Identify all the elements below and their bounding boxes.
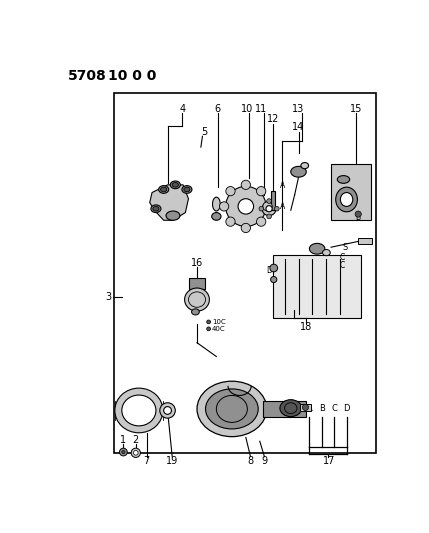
Ellipse shape — [262, 202, 276, 216]
Bar — [300, 403, 311, 411]
Circle shape — [133, 450, 138, 455]
Ellipse shape — [153, 206, 159, 211]
Circle shape — [257, 187, 266, 196]
Ellipse shape — [238, 199, 254, 214]
Text: D: D — [266, 266, 272, 275]
Text: 6: 6 — [215, 103, 221, 114]
Text: A: A — [281, 181, 286, 190]
Bar — [273, 255, 360, 318]
Bar — [331, 164, 372, 220]
Text: 3: 3 — [105, 292, 111, 302]
Text: 7: 7 — [143, 456, 150, 465]
Text: 15: 15 — [350, 103, 362, 114]
Text: C: C — [340, 261, 345, 270]
Text: B: B — [356, 213, 361, 222]
Text: C: C — [331, 405, 337, 414]
Bar — [263, 401, 305, 417]
Text: A: A — [281, 202, 286, 211]
Text: 12: 12 — [267, 115, 279, 124]
Bar — [271, 191, 275, 210]
Text: 5708: 5708 — [68, 69, 106, 83]
Ellipse shape — [170, 181, 180, 189]
Circle shape — [355, 211, 361, 217]
Ellipse shape — [166, 211, 180, 220]
Ellipse shape — [184, 187, 190, 192]
Text: 14: 14 — [293, 122, 305, 132]
Text: 1: 1 — [120, 435, 127, 445]
Text: 9: 9 — [261, 456, 268, 465]
Text: 2: 2 — [133, 435, 139, 445]
Text: D: D — [343, 405, 350, 414]
Text: 16: 16 — [191, 257, 203, 268]
Ellipse shape — [122, 395, 156, 426]
Ellipse shape — [301, 163, 308, 168]
Text: 40C: 40C — [212, 326, 225, 332]
Circle shape — [120, 448, 127, 456]
Text: B: B — [319, 405, 325, 414]
Text: A: A — [306, 405, 312, 414]
Circle shape — [122, 450, 125, 454]
Ellipse shape — [184, 288, 209, 311]
Text: 17: 17 — [323, 456, 336, 465]
Ellipse shape — [336, 187, 357, 212]
Ellipse shape — [291, 166, 306, 177]
Circle shape — [271, 277, 277, 282]
Text: 4: 4 — [179, 103, 185, 114]
Text: C: C — [340, 254, 345, 262]
Ellipse shape — [337, 175, 350, 183]
Circle shape — [259, 206, 264, 211]
Circle shape — [275, 206, 279, 211]
Ellipse shape — [340, 192, 353, 206]
Ellipse shape — [309, 244, 325, 254]
Ellipse shape — [160, 187, 167, 192]
Text: 10C: 10C — [212, 319, 226, 325]
Circle shape — [267, 214, 272, 219]
Text: 13: 13 — [293, 103, 305, 114]
Circle shape — [241, 223, 251, 232]
Text: 8: 8 — [248, 456, 254, 465]
Ellipse shape — [323, 249, 330, 256]
Ellipse shape — [197, 381, 267, 437]
Ellipse shape — [159, 185, 169, 193]
Circle shape — [160, 403, 175, 418]
Ellipse shape — [266, 206, 272, 212]
Polygon shape — [150, 185, 188, 220]
Ellipse shape — [172, 182, 178, 187]
Circle shape — [226, 187, 235, 196]
Text: 19: 19 — [166, 456, 178, 465]
Ellipse shape — [151, 205, 161, 213]
Circle shape — [207, 327, 211, 331]
Circle shape — [226, 217, 235, 227]
Circle shape — [270, 264, 278, 272]
Circle shape — [257, 217, 266, 227]
Ellipse shape — [192, 309, 199, 315]
Circle shape — [164, 407, 172, 414]
Ellipse shape — [182, 185, 192, 193]
Ellipse shape — [212, 213, 221, 220]
Ellipse shape — [205, 389, 258, 429]
Circle shape — [267, 199, 272, 203]
Ellipse shape — [212, 197, 220, 211]
Ellipse shape — [280, 400, 302, 417]
Text: 18: 18 — [300, 322, 312, 332]
Text: 10 0 0: 10 0 0 — [108, 69, 156, 83]
Text: 11: 11 — [255, 103, 267, 114]
Circle shape — [302, 405, 308, 410]
Text: 10: 10 — [241, 103, 253, 114]
Bar — [358, 238, 372, 244]
Circle shape — [241, 180, 251, 189]
Circle shape — [220, 202, 229, 211]
Text: S: S — [342, 243, 347, 252]
Circle shape — [207, 320, 211, 324]
Text: 5: 5 — [201, 127, 207, 137]
Bar — [189, 278, 205, 289]
Ellipse shape — [226, 187, 266, 227]
Ellipse shape — [115, 388, 163, 433]
Circle shape — [263, 202, 272, 211]
Bar — [114, 93, 376, 453]
Circle shape — [131, 448, 140, 457]
